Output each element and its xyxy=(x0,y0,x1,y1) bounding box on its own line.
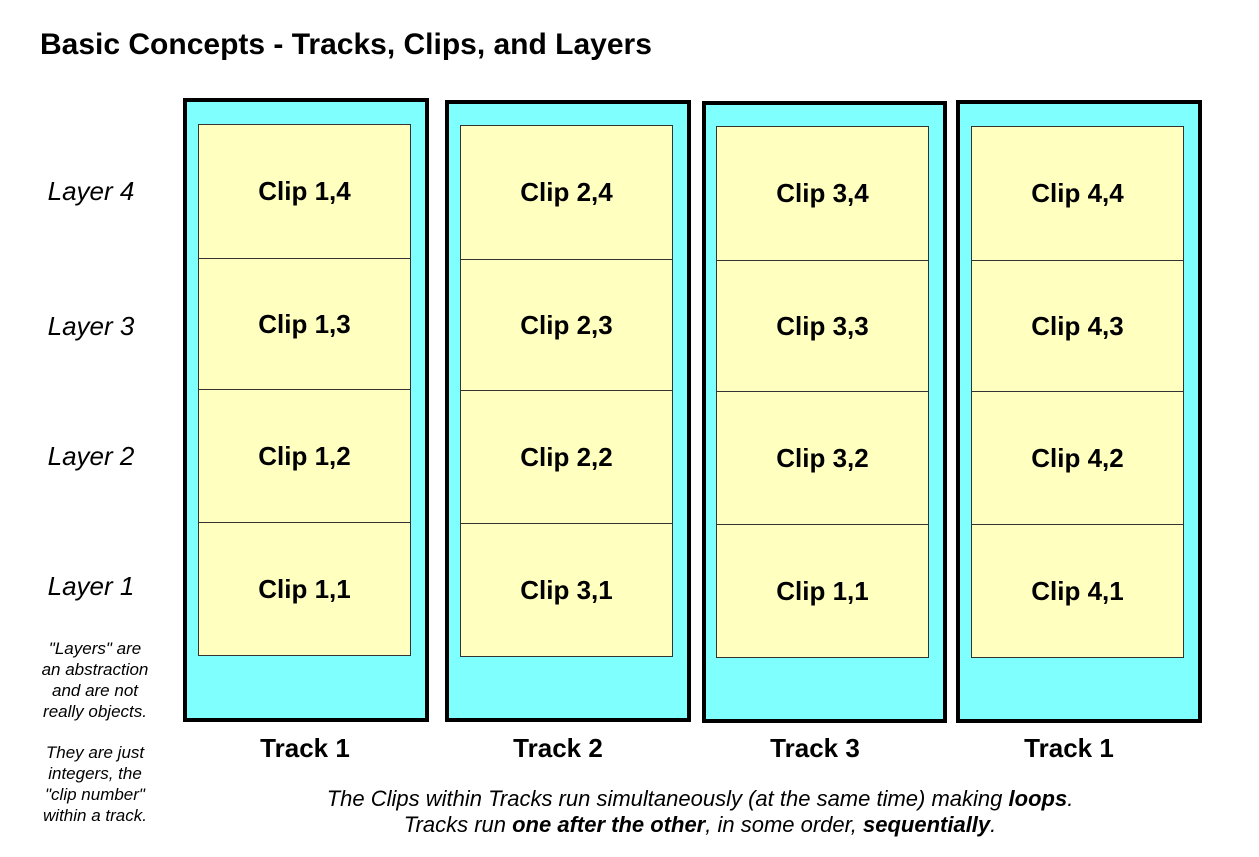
side-note-line: an abstraction xyxy=(41,660,149,679)
clip-stack-2: Clip 2,4 Clip 2,3 Clip 2,2 Clip 3,1 xyxy=(460,125,673,657)
clip-box: Clip 1,3 xyxy=(199,258,410,389)
clip-box: Clip 1,4 xyxy=(258,176,351,206)
layer-label-1: Layer 1 xyxy=(47,571,135,601)
caption-line-sequential: Tracks run one after the other, in some … xyxy=(200,812,1200,838)
side-note-line: and are not xyxy=(51,681,138,700)
caption-line-loops: The Clips within Tracks run simultaneous… xyxy=(200,786,1200,812)
caption-text: . xyxy=(1067,786,1074,811)
clip-stack-3: Clip 3,4 Clip 3,3 Clip 3,2 Clip 1,1 xyxy=(716,126,929,658)
clip-box: Clip 1,1 xyxy=(717,524,928,657)
side-note-line: really objects. xyxy=(43,702,147,721)
clip-box: Clip 2,3 xyxy=(461,259,672,390)
track-label-3: Track 3 xyxy=(770,733,860,763)
clip-box: Clip 1,1 xyxy=(199,522,410,655)
clip-box: Clip 3,3 xyxy=(717,260,928,391)
clip-box: Clip 4,2 xyxy=(972,391,1183,524)
clip-box: Clip 3,1 xyxy=(461,523,672,656)
layer-label-2: Layer 2 xyxy=(47,441,135,471)
track-label-4: Track 1 xyxy=(1024,733,1114,763)
side-note-line: within a track. xyxy=(43,806,147,825)
clip-box: Clip 3,4 xyxy=(776,178,869,208)
track-label-2: Track 2 xyxy=(513,733,603,763)
clip-box: Clip 4,3 xyxy=(972,260,1183,391)
caption-text: Tracks run xyxy=(403,812,513,837)
side-note-line: They are just xyxy=(45,743,145,762)
caption-emphasis: one after the other xyxy=(512,812,706,837)
caption-emphasis: loops xyxy=(1008,786,1068,811)
track-label-1: Track 1 xyxy=(260,733,350,763)
clip-stack-4: Clip 4,4 Clip 4,3 Clip 4,2 Clip 4,1 xyxy=(971,126,1184,658)
clip-stack-1: Clip 1,4 Clip 1,3 Clip 1,2 Clip 1,1 xyxy=(198,124,411,656)
caption-text: , in some order, xyxy=(705,812,863,837)
clip-box: Clip 4,1 xyxy=(972,524,1183,657)
caption-emphasis: sequentially xyxy=(863,812,991,837)
side-note-line: "clip number" xyxy=(45,785,145,804)
clip-box: Clip 4,4 xyxy=(1031,178,1124,208)
side-note-abstraction: "Layers" are an abstraction and are not … xyxy=(18,638,172,722)
clip-box: Clip 2,2 xyxy=(461,390,672,523)
clip-box: Clip 2,4 xyxy=(520,177,613,207)
side-note-line: integers, the xyxy=(48,764,142,783)
side-note-integers: They are just integers, the "clip number… xyxy=(18,742,172,826)
layer-label-4: Layer 4 xyxy=(47,176,135,206)
side-note-line: "Layers" are xyxy=(48,639,142,658)
caption-text: The Clips within Tracks run simultaneous… xyxy=(326,786,1009,811)
clip-box: Clip 3,2 xyxy=(717,391,928,524)
clip-box: Clip 1,2 xyxy=(199,389,410,522)
layer-label-3: Layer 3 xyxy=(47,311,135,341)
caption-text: . xyxy=(990,812,997,837)
diagram-title: Basic Concepts - Tracks, Clips, and Laye… xyxy=(40,28,652,61)
